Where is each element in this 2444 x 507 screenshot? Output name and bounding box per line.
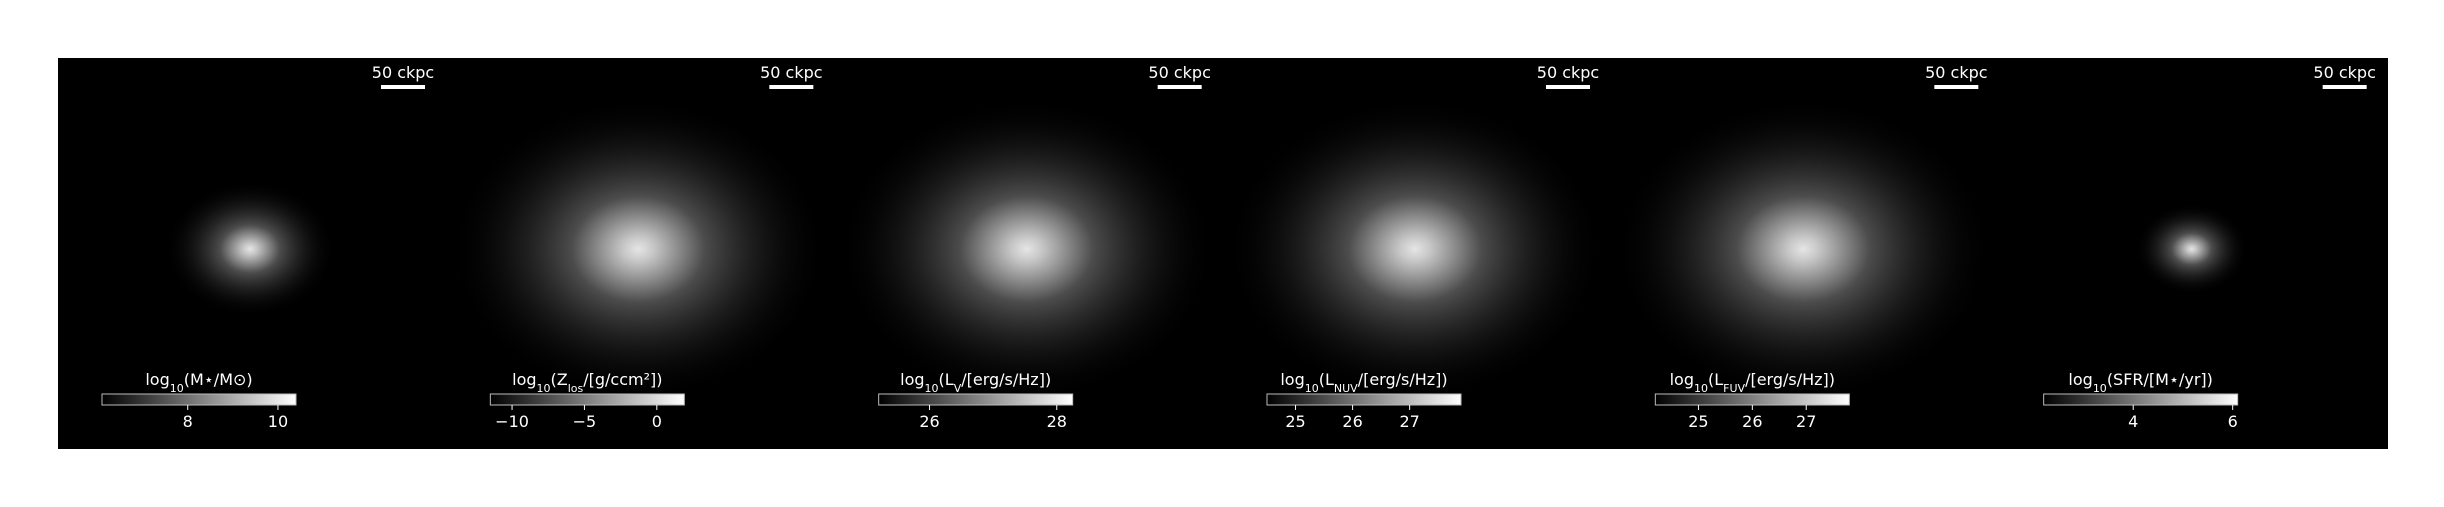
colorbar-label-part: 10 [537,382,551,395]
colorbar-tick-label: −5 [573,412,597,431]
colorbar [489,393,685,406]
colorbar [1266,393,1462,406]
colorbar-tick-label: 26 [1742,412,1762,431]
colorbar-label: log10(LNUV/[erg/s/Hz]) [1280,370,1447,395]
scale-bar [2322,85,2367,89]
figure-background [58,58,2388,449]
scale-bar [1934,85,1979,89]
colorbar-label: log10(LFUV/[erg/s/Hz]) [1670,370,1835,395]
colorbar-tick-label: 4 [2128,412,2138,431]
colorbar-label-part: 10 [1305,382,1319,395]
scale-bar-label: 50 ckpc [372,63,434,82]
colorbar-label-part: /[erg/s/Hz]) [961,370,1051,389]
colorbar-label-part: (L [1708,370,1723,389]
colorbar-label: log10(LV/[erg/s/Hz]) [900,370,1051,395]
colorbar-tick-label: 25 [1285,412,1305,431]
colorbar-tick-label: −10 [495,412,529,431]
colorbar-label-part: 10 [170,382,184,395]
colorbar-label-part: log [145,370,169,389]
colorbar-label-part: 10 [2093,382,2107,395]
galaxy-image [836,97,1217,401]
galaxy-image [2134,203,2249,295]
colorbar-label-part: los [568,382,584,395]
colorbar-label-part: (SFR/[M⋆/yr]) [2107,370,2213,389]
colorbar-label-part: V [954,382,962,395]
scale-bar-label: 50 ckpc [1537,63,1599,82]
scale-bar-label: 50 ckpc [760,63,822,82]
colorbar-label-part: log [2068,370,2092,389]
colorbar-tick-label: 27 [1796,412,1816,431]
colorbar-label-part: FUV [1723,382,1745,395]
galaxy-image [1613,97,1994,401]
colorbar-tick-label: 0 [652,412,662,431]
colorbar [1654,393,1850,406]
scale-bar [381,85,425,89]
colorbar-label-part: log [900,370,924,389]
colorbar-label-part: 10 [1694,382,1708,395]
scale-bar [769,85,814,89]
colorbar [878,393,1074,406]
scale-bar-label: 50 ckpc [2313,63,2375,82]
colorbar-tick-label: 26 [1342,412,1362,431]
colorbar-label-part: 10 [925,382,939,395]
colorbar-tick-label: 10 [268,412,288,431]
colorbar-tick-label: 28 [1047,412,1067,431]
colorbar-tick-label: 26 [919,412,939,431]
colorbar-label-part: log [512,370,536,389]
colorbar-label-part: (M⋆/M⊙) [184,370,253,389]
colorbar-label-part: log [1670,370,1694,389]
colorbar-label-part: (Z [551,370,568,389]
colorbar-label-part: log [1280,370,1304,389]
colorbar-label-part: (L [939,370,954,389]
colorbar-label-part: /[erg/s/Hz]) [1358,370,1448,389]
scale-bar-label: 50 ckpc [1148,63,1210,82]
colorbar-label: log10(Zlos/[g/ccm²]) [512,370,662,395]
colorbar-label-part: (L [1319,370,1334,389]
galaxy-image [1225,97,1605,401]
scale-bar [1157,85,1202,89]
scale-bar [1546,85,1590,89]
colorbar-label: log10(SFR/[M⋆/yr]) [2068,370,2212,395]
colorbar-tick-label: 25 [1688,412,1708,431]
galaxy-image [164,180,336,318]
colorbar-label: log10(M⋆/M⊙) [145,370,252,395]
colorbar-tick-label: 27 [1399,412,1419,431]
colorbar-tick-label: 8 [183,412,193,431]
colorbar-label-part: /[erg/s/Hz]) [1745,370,1835,389]
scale-bar-label: 50 ckpc [1925,63,1987,82]
galaxy-image [448,97,829,401]
colorbar-tick-label: 6 [2228,412,2238,431]
colorbar-label-part: NUV [1334,382,1358,395]
colorbar [101,393,297,406]
colorbar [2043,393,2239,406]
colorbar-label-part: /[g/ccm²]) [583,370,662,389]
